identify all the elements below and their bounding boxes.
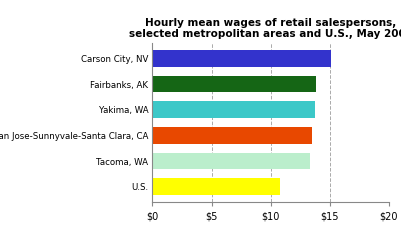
Title: Hourly mean wages of retail salespersons,
selected metropolitan areas and U.S., : Hourly mean wages of retail salespersons… xyxy=(129,18,401,39)
Bar xyxy=(152,153,310,169)
Bar xyxy=(152,50,331,67)
Bar xyxy=(152,127,312,144)
Bar xyxy=(152,101,315,118)
Bar xyxy=(152,178,280,195)
Bar xyxy=(152,76,316,92)
